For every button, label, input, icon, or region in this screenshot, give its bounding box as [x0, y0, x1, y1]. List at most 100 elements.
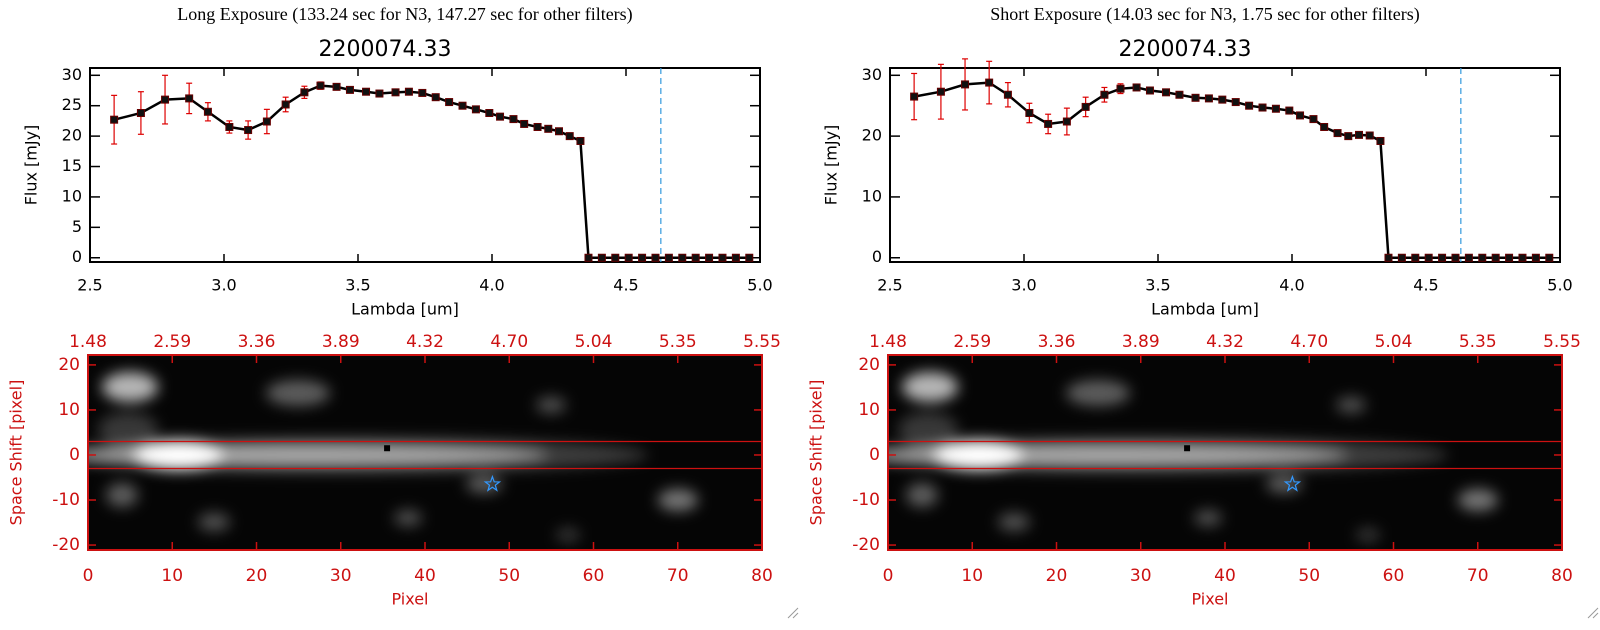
data-point	[1218, 95, 1227, 104]
data-point	[161, 95, 170, 104]
data-point	[1545, 253, 1554, 262]
x-tick-label: 2.5	[877, 276, 902, 295]
data-point	[520, 119, 529, 128]
data-point	[1285, 106, 1294, 115]
y-tick-label: 20	[862, 126, 882, 145]
x-axis-label: Pixel	[391, 590, 428, 609]
y-tick-label: 10	[58, 400, 80, 420]
spectral-image	[48, 355, 762, 550]
x-tick-label: 10	[161, 566, 183, 586]
x2-tick-label: 2.59	[953, 332, 991, 352]
data-point	[375, 89, 384, 98]
star-marker	[483, 474, 502, 492]
data-point	[576, 136, 585, 145]
data-point	[1411, 253, 1420, 262]
plot-frame	[89, 67, 761, 263]
y-tick-label: -10	[52, 490, 80, 510]
y-axis-label: Space Shift [pixel]	[807, 380, 826, 526]
data-point	[1365, 131, 1374, 140]
data-point	[1478, 253, 1487, 262]
x2-tick-label: 4.70	[490, 332, 528, 352]
data-point	[281, 100, 290, 109]
data-point	[745, 253, 754, 262]
chart-title: 2200074.33	[319, 37, 452, 62]
panel-title: Long Exposure (133.24 sec for N3, 147.27…	[177, 4, 632, 25]
y-axis-label: Flux [mJy]	[22, 125, 41, 206]
data-point	[1320, 122, 1329, 131]
data-point	[910, 92, 919, 101]
y-tick-label: 5	[72, 217, 82, 236]
data-point	[136, 109, 145, 118]
x2-tick-label: 3.36	[1038, 332, 1076, 352]
x-tick-label: 30	[1130, 566, 1152, 586]
data-point	[316, 81, 325, 90]
data-point	[418, 88, 427, 97]
data-point	[1062, 117, 1071, 126]
x2-tick-label: 3.89	[322, 332, 360, 352]
x2-tick-label: 4.70	[1290, 332, 1328, 352]
x-tick-label: 5.0	[1547, 276, 1572, 295]
x-tick-label: 5.0	[747, 276, 772, 295]
data-point	[1132, 83, 1141, 92]
data-point	[1003, 90, 1012, 99]
data-point	[1531, 253, 1540, 262]
x-tick-label: 4.0	[1279, 276, 1304, 295]
data-point	[731, 253, 740, 262]
x2-tick-label: 2.59	[153, 332, 191, 352]
y-tick-label: 10	[62, 186, 82, 205]
chart-title: 2200074.33	[1119, 37, 1252, 62]
data-point	[638, 253, 647, 262]
data-point	[597, 253, 606, 262]
data-point	[985, 78, 994, 87]
x-tick-label: 20	[1046, 566, 1068, 586]
data-point	[1162, 88, 1171, 97]
data-point	[1376, 136, 1385, 145]
data-point	[664, 253, 673, 262]
data-point	[332, 82, 341, 91]
x-tick-label: 3.0	[1011, 276, 1036, 295]
x2-tick-label: 4.32	[406, 332, 444, 352]
data-point	[1464, 253, 1473, 262]
data-point	[1025, 109, 1034, 118]
y-tick-label: 25	[62, 95, 82, 114]
data-point	[262, 117, 271, 126]
panel-title: Short Exposure (14.03 sec for N3, 1.75 s…	[990, 4, 1419, 25]
x2-tick-label: 1.48	[69, 332, 107, 352]
x2-tick-label: 1.48	[869, 332, 907, 352]
data-point	[961, 80, 970, 89]
x-tick-label: 60	[1383, 566, 1405, 586]
x-tick-label: 4.5	[613, 276, 638, 295]
x-tick-label: 3.5	[345, 276, 370, 295]
data-point	[496, 112, 505, 121]
x2-tick-label: 5.04	[1375, 332, 1413, 352]
y-tick-label: 30	[62, 65, 82, 84]
x-axis-label: Lambda [um]	[351, 300, 459, 319]
x2-tick-label: 5.55	[743, 332, 781, 352]
y-tick-label: 10	[858, 400, 880, 420]
x-tick-label: 50	[1298, 566, 1320, 586]
y-tick-label: 30	[862, 65, 882, 84]
data-point	[1451, 253, 1460, 262]
data-point	[1309, 115, 1318, 124]
x-tick-label: 3.0	[211, 276, 236, 295]
x2-tick-label: 3.89	[1122, 332, 1160, 352]
data-point	[651, 253, 660, 262]
data-point	[1175, 90, 1184, 99]
data-point	[691, 253, 700, 262]
x2-tick-label: 3.36	[238, 332, 276, 352]
data-point	[1191, 93, 1200, 102]
data-point	[624, 253, 633, 262]
data-point	[678, 253, 687, 262]
x2-tick-label: 5.35	[1459, 332, 1497, 352]
data-point	[1333, 129, 1342, 138]
data-point	[1116, 84, 1125, 93]
data-point	[509, 115, 518, 124]
data-point	[1397, 253, 1406, 262]
x2-tick-label: 4.32	[1206, 332, 1244, 352]
data-point	[471, 105, 480, 114]
x-tick-label: 70	[1467, 566, 1489, 586]
data-point	[1344, 132, 1353, 141]
data-point	[1438, 253, 1447, 262]
resize-grip	[787, 607, 799, 619]
data-point	[458, 101, 467, 110]
